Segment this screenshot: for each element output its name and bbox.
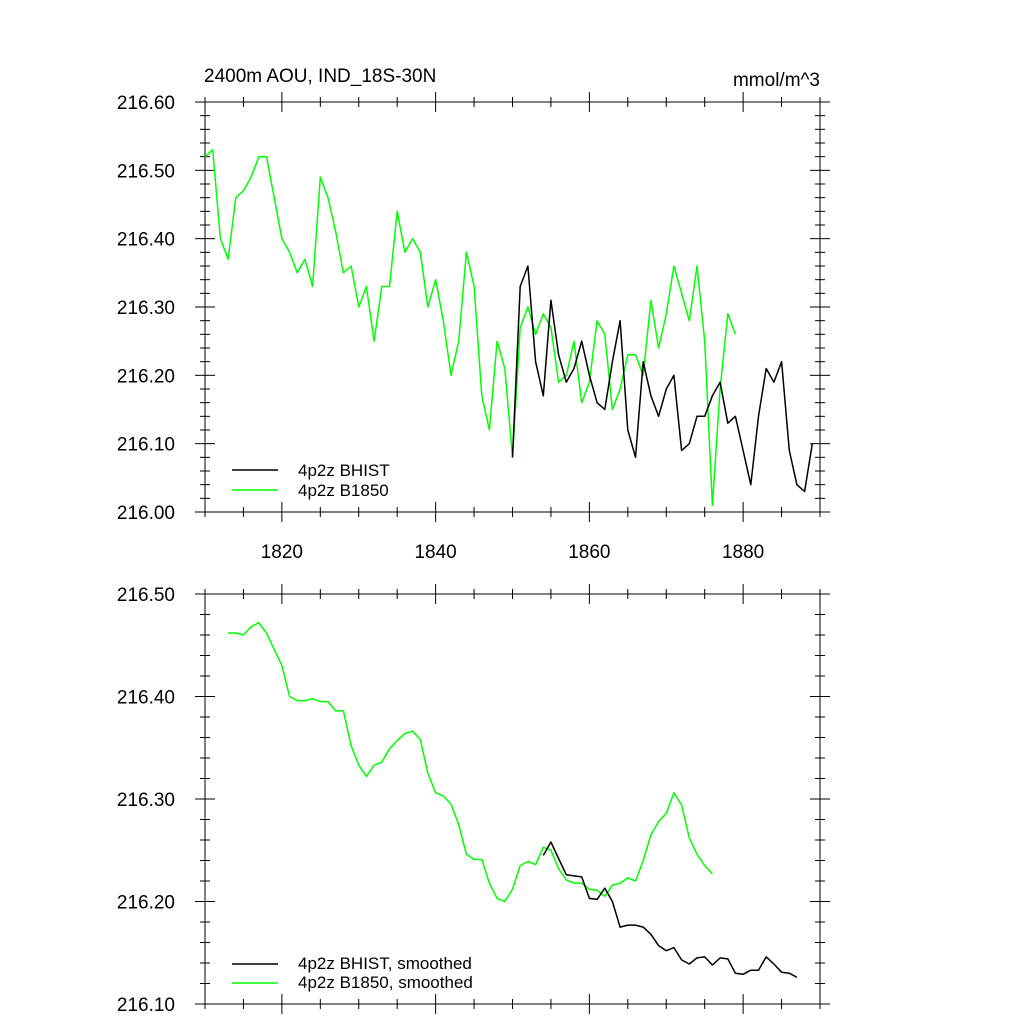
x-tick-label: 1880: [722, 542, 764, 563]
x-tick-label: 1860: [568, 542, 610, 563]
top-chart-panel: 2400m AOU, IND_18S-30N mmol/m^3 1820 1840…: [117, 66, 830, 563]
series-line-b1850: [204, 149, 737, 506]
y-tick-label: 216.00: [117, 503, 175, 524]
y-tick-label: 216.40: [117, 688, 175, 709]
chart-title: 2400m AOU, IND_18S-30N: [204, 66, 436, 87]
plot-frame: [204, 593, 821, 1005]
legend-label-b1850-smoothed: 4p2z B1850, smoothed: [298, 973, 473, 992]
y-tick-label: 216.30: [117, 790, 175, 811]
legend-label-b1850: 4p2z B1850: [298, 481, 389, 500]
bottom-series-group: [228, 621, 798, 978]
top-series-group: [204, 149, 814, 506]
legend-label-bhist: 4p2z BHIST: [298, 461, 390, 480]
y-tick-label: 216.20: [117, 893, 175, 914]
series-line-bhist: [542, 841, 798, 978]
legend-label-bhist-smoothed: 4p2z BHIST, smoothed: [298, 954, 472, 973]
y-tick-label: 216.10: [117, 435, 175, 456]
y-tick-label: 216.10: [117, 995, 175, 1016]
y-tick-label: 216.30: [117, 298, 175, 319]
bottom-legend: 4p2z BHIST, smoothed 4p2z B1850, smoothe…: [232, 954, 473, 992]
bottom-axes: 216.10 216.20 216.30 216.40 216.50: [117, 584, 830, 1016]
bottom-chart-panel: 216.10 216.20 216.30 216.40 216.50 4p2z BHIS…: [117, 584, 830, 1016]
units-label: mmol/m^3: [733, 70, 820, 91]
series-line-b1850: [228, 621, 713, 903]
y-tick-label: 216.20: [117, 366, 175, 387]
y-tick-label: 216.50: [117, 585, 175, 606]
top-axes: 1820 1840 1860 1880 216.00 216.10 216.20 216.30…: [117, 92, 830, 563]
series-line-bhist: [511, 265, 814, 493]
top-legend: 4p2z BHIST 4p2z B1850: [232, 461, 390, 500]
y-tick-label: 216.50: [117, 161, 175, 182]
x-tick-label: 1840: [414, 542, 456, 563]
x-tick-label: 1820: [261, 542, 303, 563]
y-tick-label: 216.40: [117, 230, 175, 251]
y-tick-label: 216.60: [117, 93, 175, 114]
